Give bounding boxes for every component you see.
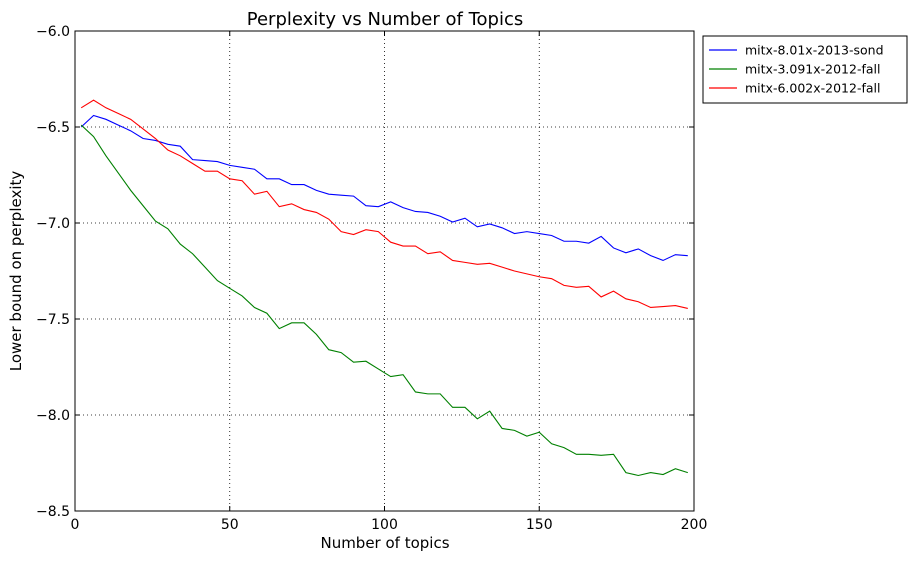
axis-ticks: 0 50 100 150 200 −6.0 −6.5 −7.0 −7.5 −8.0 −8.5 (36, 24, 707, 533)
legend: mitx-8.01x-2013-sond mitx-3.091x-2012-fal… (702, 35, 908, 104)
series-lines (80, 99, 688, 477)
x-tick-label: 100 (371, 517, 398, 533)
grid-lines (74, 30, 695, 512)
series-line (80, 114, 688, 262)
x-tick-label: 50 (221, 517, 239, 533)
x-tick-label: 0 (71, 517, 80, 533)
y-tick-label: −6.5 (36, 120, 70, 136)
chart-title: Perplexity vs Number of Topics (247, 9, 523, 30)
y-tick-label: −8.0 (36, 408, 70, 424)
y-tick-label: −8.5 (36, 504, 70, 520)
y-tick-label: −7.5 (36, 312, 70, 328)
x-axis-label: Number of topics (320, 534, 449, 552)
legend-label: mitx-8.01x-2013-sond (745, 43, 884, 58)
legend-label: mitx-3.091x-2012-fall (745, 62, 880, 77)
x-tick-label: 200 (681, 517, 708, 533)
series-line (80, 99, 688, 309)
y-axis-label: Lower bound on perplexity (7, 171, 25, 372)
x-tick-label: 150 (526, 517, 553, 533)
series-line (80, 124, 688, 477)
y-tick-label: −7.0 (36, 216, 70, 232)
legend-label: mitx-6.002x-2012-fall (745, 81, 880, 96)
y-tick-label: −6.0 (36, 24, 70, 40)
